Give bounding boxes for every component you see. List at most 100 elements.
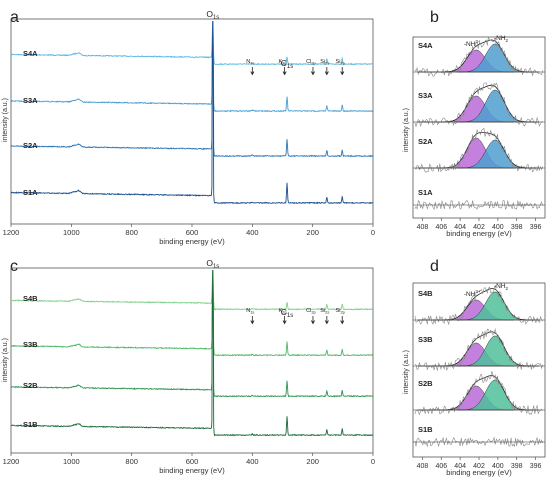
panel-letter-d: d <box>430 258 439 275</box>
raw-spectrum-s1a <box>414 199 543 211</box>
series-line-s1a <box>10 20 374 205</box>
x-tick-label: 402 <box>473 224 485 231</box>
series-line-s3b <box>10 269 374 357</box>
series-label-s4a: S4A <box>418 41 433 50</box>
survey-curves-a: S4A S3A S2A S1A <box>10 20 374 205</box>
component-label-nh2: -NH2 <box>494 283 509 291</box>
series-label-s2b: S2B <box>23 381 38 390</box>
survey-curves-c: S4B S3B S2B S1B <box>10 269 374 437</box>
x-tick-label: 396 <box>530 463 542 470</box>
x-tick-label: 0 <box>371 228 375 237</box>
series-label-s3a: S3A <box>418 91 433 100</box>
y-axis-label-a: intensity (a.u.) <box>2 98 9 142</box>
series-label-s1a: S1A <box>23 188 38 197</box>
x-tick-label: 404 <box>454 224 466 231</box>
component-label-nh3: -NH3+ <box>464 39 481 48</box>
peak-label-k2p: K2p <box>279 59 288 66</box>
n1s-curves-d: S4B -NH3+ -NH2 S3B S2B S1B <box>413 283 545 448</box>
peak-arrow <box>282 67 287 76</box>
x-tick-label: 406 <box>435 224 447 231</box>
x-tick-label: 0 <box>371 457 375 466</box>
x-tick-label: 406 <box>435 463 447 470</box>
x-tick-label: 398 <box>511 463 523 470</box>
peak-label-si2p: Si2p <box>336 59 346 66</box>
x-ticks-d: 408 406 404 402 400 398 396 <box>417 457 542 470</box>
x-axis-label-d: binding energy (eV) <box>446 468 512 477</box>
x-ticks-b: 408 406 404 402 400 398 396 <box>417 218 542 231</box>
x-tick-label: 800 <box>125 228 138 237</box>
x-tick-label: 1200 <box>3 457 20 466</box>
peak-label-cl2p: Cl2p <box>306 59 316 66</box>
x-tick-label: 200 <box>306 228 319 237</box>
series-label-s2a: S2A <box>23 141 38 150</box>
nitrogen-panel-d: S4B -NH3+ -NH2 S3B S2B S1B 408 406 404 402 400 398… <box>403 282 546 477</box>
peak-label-si2p: Si2p <box>336 308 346 315</box>
y-axis-label-c: intensity (a.u.) <box>2 338 9 382</box>
peak-label-cl2p: Cl2p <box>306 308 316 315</box>
x-tick-label: 800 <box>125 457 138 466</box>
series-line-s4a <box>10 20 374 66</box>
peak-label-c1s: C1s <box>281 307 293 319</box>
y-axis-label-b: intensity (a.u.) <box>403 108 410 152</box>
n1s-curves-b: S4A -NH3+ -NH2 S3A S2A S1A <box>413 35 545 211</box>
x-tick-label: 1000 <box>63 457 80 466</box>
x-tick-label: 200 <box>306 457 319 466</box>
series-line-s4b <box>10 269 374 311</box>
x-tick-label: 400 <box>492 224 504 231</box>
peak-arrow <box>311 316 315 325</box>
y-axis-label-d: intensity (a.u.) <box>403 350 410 394</box>
x-tick-label: 400 <box>492 463 504 470</box>
x-tick-label: 400 <box>246 228 259 237</box>
raw-spectrum-s3b <box>414 328 543 371</box>
x-tick-label: 408 <box>417 224 429 231</box>
peak-annotations-c: O1s C1s N1s K2p Cl2p Si2s Si2p <box>206 258 346 325</box>
x-tick-label: 1200 <box>3 228 20 237</box>
peak-label-c1s: C1s <box>281 58 293 70</box>
peak-label-o1s: O1s <box>206 258 219 270</box>
series-line-s2b <box>10 269 374 398</box>
peak-arrow <box>340 67 345 76</box>
survey-panel-c: S4B S3B S2B S1B O1s C1s N1s K2p Cl2p Si2s Si2p 12… <box>2 258 375 475</box>
plot-frame-c <box>10 267 374 454</box>
raw-spectrum-s3a <box>414 82 543 128</box>
peak-label-si2s: Si2s <box>320 308 329 315</box>
panel-letter-b: b <box>430 9 439 26</box>
series-label-s2b: S2B <box>418 379 433 388</box>
peak-annotations-a: O1s C1s N1s K2p Cl2p Si2s Si2p <box>206 9 346 76</box>
peak-arrow <box>340 316 345 325</box>
raw-spectrum-s4b <box>414 284 543 326</box>
series-label-s4b: S4B <box>418 289 433 298</box>
peak-label-n1s: N1s <box>246 308 254 315</box>
x-axis-label-b: binding energy (eV) <box>446 229 512 238</box>
series-label-s4a: S4A <box>23 49 38 58</box>
x-ticks-a: 1200 1000 800 600 400 200 0 <box>3 224 375 237</box>
x-axis-label-a: binding energy (eV) <box>159 237 225 246</box>
x-tick-label: 408 <box>417 463 429 470</box>
peak-label-o1s: O1s <box>206 9 219 21</box>
raw-spectrum-s1b <box>414 436 543 448</box>
component-label-nh2: -NH2 <box>494 35 509 43</box>
series-label-s1b: S1B <box>418 425 433 434</box>
panel-letter-a: a <box>10 9 19 26</box>
series-label-s2a: S2A <box>418 137 433 146</box>
x-tick-label: 600 <box>186 228 199 237</box>
raw-spectrum-s2a <box>414 127 543 173</box>
peak-arrow <box>311 67 315 76</box>
series-line-s3a <box>10 20 373 113</box>
x-ticks-c: 1200 1000 800 600 400 200 0 <box>3 453 375 466</box>
series-label-s3b: S3B <box>418 335 433 344</box>
survey-panel-a: S4A S3A S2A S1A O1s C1s N1s K2p Cl2p Si2s Si2p 12… <box>2 9 375 246</box>
x-tick-label: 398 <box>511 224 523 231</box>
x-tick-label: 1000 <box>63 228 80 237</box>
x-tick-label: 600 <box>186 457 199 466</box>
x-tick-label: 402 <box>473 463 485 470</box>
peak-label-k2p: K2p <box>279 308 288 315</box>
series-label-s1a: S1A <box>418 188 433 197</box>
raw-spectrum-s2b <box>414 371 543 416</box>
peak-arrow <box>250 316 255 325</box>
series-label-s1b: S1B <box>23 420 38 429</box>
peak-arrow <box>282 316 287 325</box>
x-tick-label: 400 <box>246 457 259 466</box>
peak-arrow <box>324 67 329 76</box>
